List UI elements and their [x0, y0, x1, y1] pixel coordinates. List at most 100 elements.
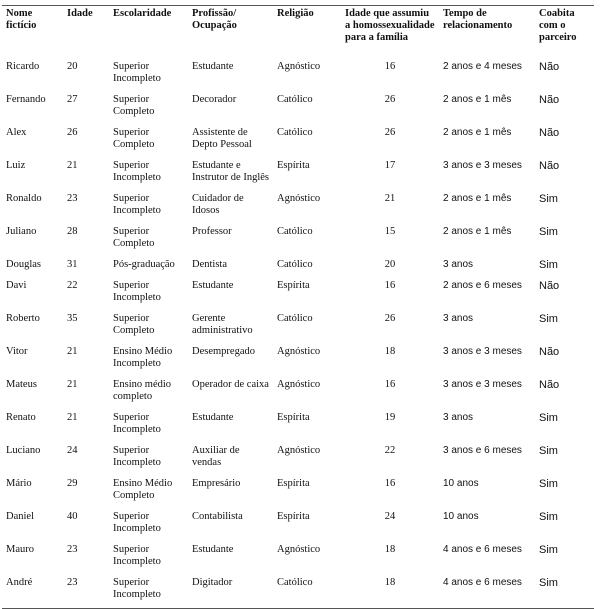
table-cell: Agnóstico [277, 444, 321, 456]
table-cell: Roberto [6, 312, 40, 324]
table-cell: Mauro [6, 543, 34, 555]
table-row: Davi 22 Superior Incompleto Estudante Espíri… [2, 278, 594, 311]
table-row: Vitor 21 Ensino Médio Incompleto Desemprega… [2, 344, 594, 377]
table-cell: 40 [67, 510, 78, 522]
table-cell: André [2, 574, 63, 609]
table-cell: 18 [384, 543, 396, 555]
table-cell: Sim [539, 477, 558, 490]
table-cell: Sim [539, 411, 558, 424]
table-cell: Davi [6, 279, 27, 291]
table-cell: Superior Completo [113, 225, 155, 249]
table-cell: Agnóstico [277, 543, 321, 555]
table-cell: Professor [192, 225, 232, 237]
table-cell: 2 anos e 1 mês [443, 93, 512, 105]
table-cell: Superior Incompleto [109, 574, 188, 609]
table-cell: 21 [67, 345, 78, 357]
table-cell: Digitador [188, 574, 273, 609]
table-cell: Não [539, 159, 560, 172]
table-cell: Estudante [192, 411, 234, 423]
table-cell: Espírita [277, 411, 310, 423]
table-cell: 31 [67, 258, 78, 270]
table-cell: 2 anos e 1 mês [443, 192, 512, 204]
table-cell: Católico [277, 93, 313, 105]
table-cell: Não [539, 345, 560, 358]
table-cell: Daniel [6, 510, 34, 522]
table-cell: 28 [67, 225, 78, 237]
table-cell: Católico [277, 225, 313, 237]
table-cell: Juliano [6, 225, 37, 237]
header-cell: Religião [273, 5, 341, 59]
table-cell: Superior Completo [113, 93, 155, 117]
table-cell: 23 [63, 574, 109, 609]
table-cell: 3 anos e 3 meses [443, 159, 522, 171]
table-cell: 26 [384, 126, 396, 138]
table-cell: Agnóstico [277, 345, 321, 357]
table-cell: 20 [67, 60, 78, 72]
table-cell: Espírita [277, 279, 310, 291]
table-body: Ricardo 20 Superior Incompleto Estudante Agn… [2, 59, 594, 609]
table-cell: Agnóstico [277, 378, 321, 390]
table-cell: 3 anos [443, 258, 474, 270]
table-cell: Ricardo [6, 60, 40, 72]
table-cell: 18 [384, 345, 396, 357]
page: Nome fictício Idade Escolaridade Profissão/… [2, 5, 594, 609]
table-cell: 4 anos e 6 meses [443, 543, 522, 555]
table-cell: 21 [67, 411, 78, 423]
table-cell: Superior Incompleto [113, 279, 161, 303]
table-cell: Mário [6, 477, 32, 489]
table-cell: Mateus [6, 378, 37, 390]
table-row: Mateus 21 Ensino médio completo Operador de… [2, 377, 594, 410]
table-cell: 10 anos [443, 510, 479, 522]
table-cell: 3 anos [443, 411, 474, 423]
table-row: Roberto 35 Superior Completo Gerente admini… [2, 311, 594, 344]
header-cell: Escolaridade [109, 5, 188, 59]
table-cell: Católico [273, 574, 341, 609]
header-row: Nome fictício Idade Escolaridade Profissão/… [2, 5, 594, 59]
table-row: Mauro 23 Superior Incompleto Estudante Agnós… [2, 542, 594, 575]
table-cell: 22 [67, 279, 78, 291]
table-cell: Sim [539, 312, 558, 325]
table-cell: Fernando [6, 93, 46, 105]
table-cell: 2 anos e 1 mês [443, 225, 512, 237]
table-cell: Não [539, 378, 560, 391]
header-cell: Nome fictício [2, 5, 63, 59]
table-row: Ronaldo 23 Superior Incompleto Cuidador de … [2, 191, 594, 224]
table-cell: Auxiliar de vendas [192, 444, 240, 468]
table-cell: Superior Incompleto [113, 543, 161, 567]
table-cell: Espírita [277, 159, 310, 171]
table-cell: 10 anos [443, 477, 479, 489]
table-cell: 2 anos e 4 meses [443, 60, 522, 72]
header-cell: Coabita com o parceiro [535, 5, 594, 59]
table-cell: Sim [539, 543, 558, 556]
table-cell: Sim [539, 510, 558, 523]
table-cell: 16 [384, 477, 396, 489]
table-cell: Católico [277, 126, 313, 138]
table-row: Fernando 27 Superior Completo Decorador Cató… [2, 92, 594, 125]
table-row: Daniel 40 Superior Incompleto Contabilista E… [2, 509, 594, 542]
table-cell: Superior Incompleto [113, 411, 161, 435]
table-cell: 16 [384, 378, 396, 390]
table-cell: Sim [539, 444, 558, 457]
table-cell: 2 anos e 6 meses [443, 279, 522, 291]
table-row: Luciano 24 Superior Incompleto Auxiliar de … [2, 443, 594, 476]
table-cell: Superior Incompleto [113, 60, 161, 84]
table-cell: Estudante e Instrutor de Inglês [192, 159, 269, 183]
table-cell: Não [539, 279, 560, 292]
table-cell: 26 [384, 312, 396, 324]
table-cell: Estudante [192, 543, 234, 555]
table-cell: Luciano [6, 444, 41, 456]
table-cell: Assistente de Depto Pessoal [192, 126, 252, 150]
table-cell: 20 [384, 258, 396, 270]
table-cell: 23 [67, 543, 78, 555]
table-cell: Luiz [6, 159, 26, 171]
table-cell: 24 [67, 444, 78, 456]
table-cell: Cuidador de Idosos [192, 192, 244, 216]
table-cell: 16 [384, 60, 396, 72]
table-header: Nome fictício Idade Escolaridade Profissão/… [2, 5, 594, 59]
table-cell: Sim [539, 192, 558, 205]
header-cell: Profissão/ Ocupação [188, 5, 273, 59]
table-cell: 16 [384, 279, 396, 291]
table-cell: Católico [277, 312, 313, 324]
header-cell: Tempo de relacionamento [439, 5, 535, 59]
table-cell: 27 [67, 93, 78, 105]
